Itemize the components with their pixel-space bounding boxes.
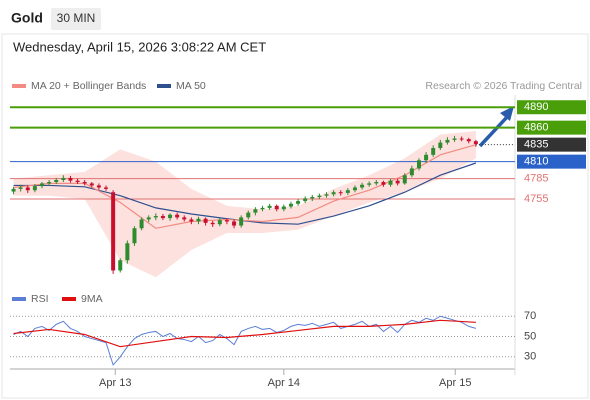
legend-label: 9MA (81, 293, 103, 305)
rsi-line (13, 315, 477, 366)
candle-body (438, 142, 443, 149)
candle-body (452, 138, 457, 140)
level-box (517, 137, 586, 152)
timeframe[interactable]: 30 MIN (57, 11, 96, 25)
candle-body (459, 138, 464, 140)
level-box (517, 154, 586, 169)
candle-body (168, 214, 173, 219)
candle-body (260, 207, 265, 210)
candle-body (367, 183, 372, 185)
rsi-ma-line (13, 319, 476, 348)
candle-body (331, 192, 336, 195)
candle-body (32, 186, 37, 191)
candle-body (111, 192, 116, 271)
candle-body (374, 182, 379, 184)
candle-body (125, 243, 130, 261)
candle-body (47, 182, 52, 184)
candle-body (288, 203, 293, 207)
chart-title: Gold (11, 10, 43, 26)
candle-body (18, 187, 23, 189)
y-tick-label: 70 (524, 310, 536, 322)
candle-body (68, 177, 73, 181)
candle-body (182, 217, 187, 220)
y-tick-label: 30 (524, 351, 536, 363)
timeframe-box[interactable] (51, 8, 101, 30)
legend-label: RSI (31, 293, 49, 305)
candle-body (388, 180, 393, 185)
candle-body (381, 182, 386, 185)
candle-body (239, 217, 244, 226)
candle-body (424, 154, 429, 161)
level-label: 4835 (524, 139, 548, 151)
candle-body (89, 183, 94, 186)
candle-body (11, 188, 16, 192)
x-tick-label: Apr 14 (268, 377, 300, 389)
level-label: 4860 (524, 122, 548, 134)
bollinger-band (13, 131, 476, 278)
candle-body (246, 212, 251, 218)
candle-body (224, 220, 229, 222)
source: Research © 2026 Trading Central (425, 80, 582, 92)
candle-body (395, 180, 400, 184)
candle-body (431, 148, 436, 155)
candle-body (310, 197, 315, 199)
level-label: 4890 (524, 101, 548, 113)
frame (1, 33, 589, 399)
candle-body (267, 205, 272, 208)
candle-body (473, 141, 478, 144)
candle-body (104, 187, 109, 189)
candle-body (139, 219, 144, 229)
legend-label: MA 20 + Bollinger Bands (31, 80, 146, 92)
candle-body (253, 209, 258, 213)
candle-body (54, 180, 59, 183)
arrow-head (500, 106, 514, 121)
candle-body (317, 195, 322, 197)
level-label: 4755 (524, 193, 548, 205)
subtitle: Wednesday, April 15, 2026 3:08:22 AM CET (13, 39, 266, 54)
candle-body (409, 168, 414, 176)
candle-body (189, 219, 194, 222)
candle-body (402, 175, 407, 184)
candle-body (466, 139, 471, 142)
candle-body (445, 139, 450, 143)
candle-body (217, 220, 222, 225)
candle-body (82, 182, 87, 184)
candle-body (360, 184, 365, 188)
candle-body (153, 216, 158, 218)
level-box (517, 120, 586, 135)
arrow (478, 114, 510, 148)
candle-body (175, 214, 180, 218)
candle-body (281, 206, 286, 210)
candle-body (75, 180, 80, 183)
candle-body (296, 201, 301, 204)
candle-body (40, 183, 45, 187)
candle-body (61, 177, 66, 180)
candle-body (210, 222, 215, 225)
x-tick-label: Apr 15 (439, 377, 471, 389)
y-tick-label: 50 (524, 330, 536, 342)
candle-body (352, 187, 357, 191)
candle-body (160, 216, 165, 219)
level-label: 4810 (524, 156, 548, 168)
candle-body (203, 218, 208, 223)
candle-body (146, 217, 151, 220)
candle-body (196, 218, 201, 222)
candle-body (338, 192, 343, 194)
candle-body (96, 185, 101, 188)
candle-body (274, 205, 279, 210)
candle-body (232, 221, 237, 226)
candle-body (345, 190, 350, 193)
ma-line (13, 144, 477, 229)
x-tick-label: Apr 13 (99, 377, 131, 389)
legend-label: MA 50 (176, 80, 206, 92)
candle-body (416, 160, 421, 169)
candle-body (132, 228, 137, 244)
level-label: 4785 (524, 173, 548, 185)
candle-body (303, 198, 308, 202)
level-box (517, 100, 586, 115)
candle-body (118, 260, 123, 271)
candle-body (25, 187, 30, 191)
candle-body (324, 194, 329, 196)
